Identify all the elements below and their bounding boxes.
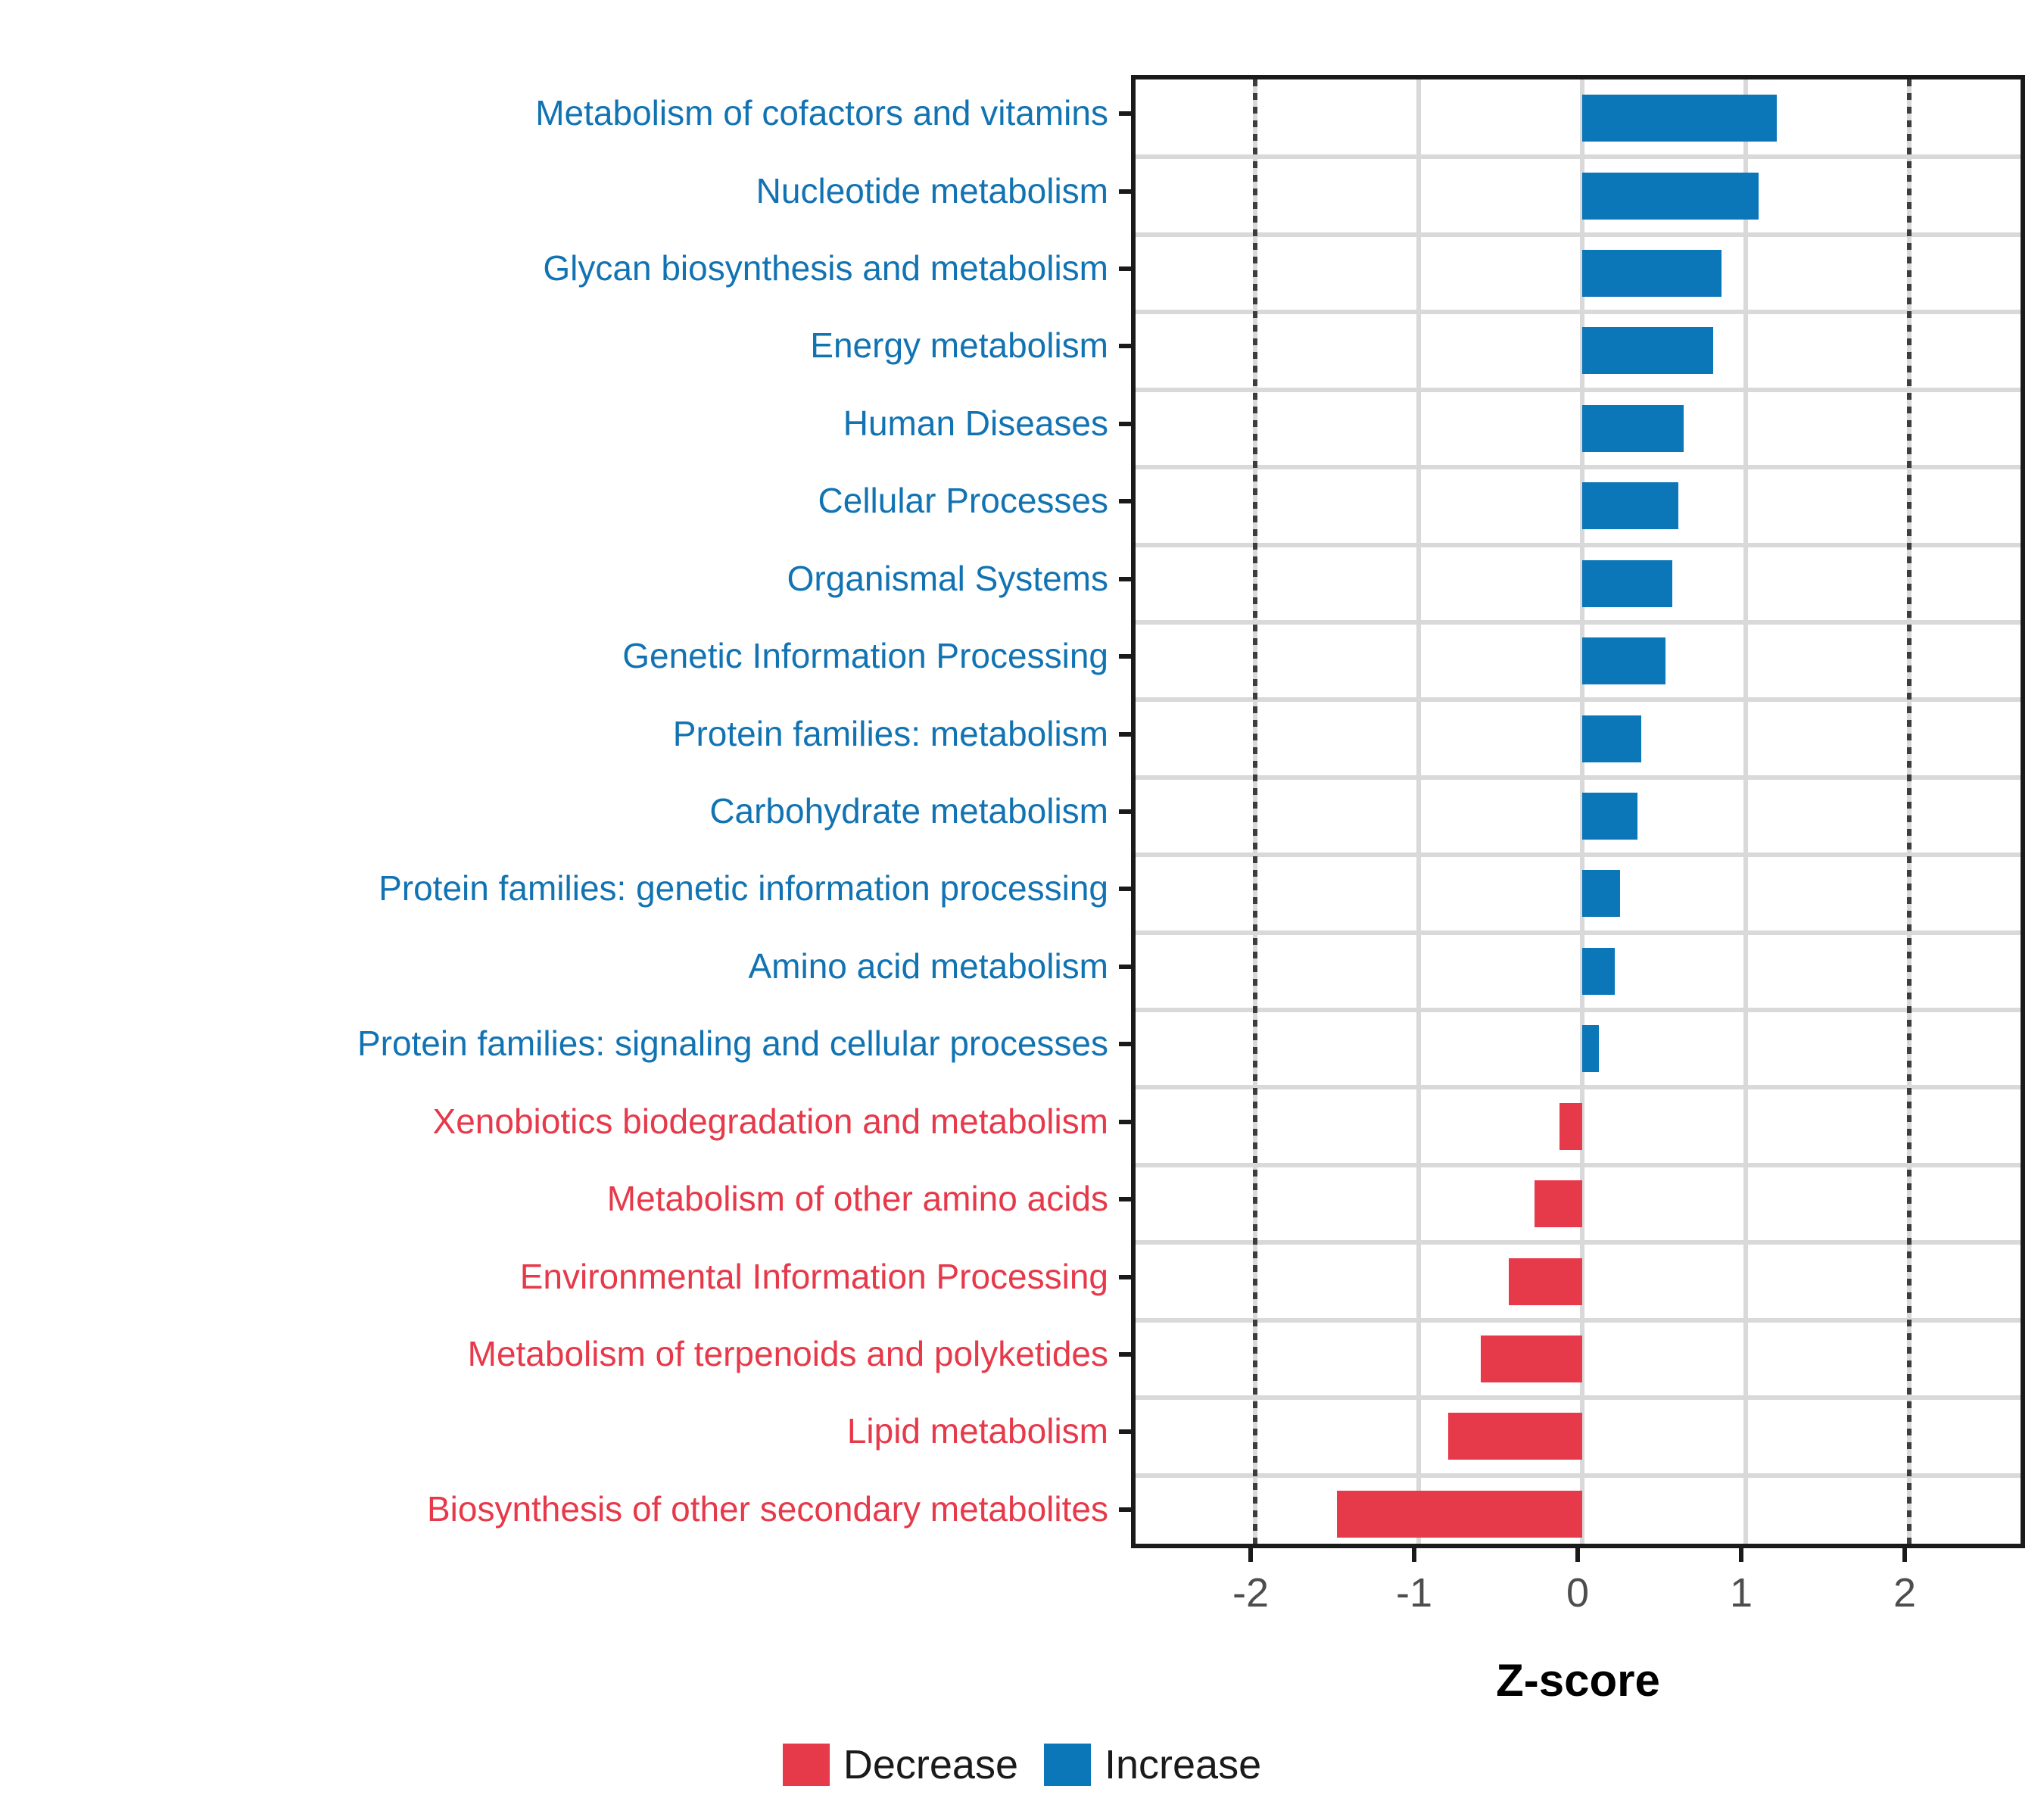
y-axis-category-label: Cellular Processes — [818, 481, 1108, 521]
y-axis-category-label: Environmental Information Processing — [519, 1256, 1108, 1296]
y-axis-tick — [1119, 964, 1131, 969]
y-axis-category-label: Organismal Systems — [787, 558, 1108, 598]
x-axis-tick-label: 1 — [1729, 1570, 1753, 1616]
y-axis-category-label: Protein families: metabolism — [672, 713, 1108, 753]
horizontal-gridline — [1136, 1395, 2021, 1401]
y-axis-category-label: Protein families: genetic information pr… — [379, 868, 1108, 908]
y-axis-tick — [1119, 1042, 1131, 1047]
x-axis-tick — [1248, 1548, 1253, 1562]
horizontal-gridline — [1136, 1085, 2021, 1090]
bar — [1582, 637, 1666, 685]
y-axis-tick — [1119, 1351, 1131, 1357]
horizontal-gridline — [1136, 1473, 2021, 1478]
bar — [1582, 404, 1684, 452]
bar — [1582, 95, 1778, 142]
bar — [1481, 1335, 1582, 1382]
bar — [1582, 793, 1638, 840]
y-axis-category-label: Carbohydrate metabolism — [709, 791, 1108, 831]
bar — [1582, 870, 1620, 918]
y-axis-tick — [1119, 887, 1131, 892]
horizontal-gridline — [1136, 619, 2021, 625]
bar — [1582, 172, 1759, 220]
horizontal-gridline — [1136, 310, 2021, 315]
x-axis-title: Z-score — [1496, 1655, 1660, 1706]
y-axis-category-label: Glycan biosynthesis and metabolism — [543, 248, 1108, 288]
legend-item[interactable]: Decrease — [782, 1741, 1018, 1788]
y-axis-tick — [1119, 266, 1131, 272]
plot-panel — [1131, 75, 2025, 1548]
y-axis-category-label: Human Diseases — [843, 403, 1108, 443]
bar — [1535, 1180, 1582, 1228]
y-axis-tick — [1119, 1274, 1131, 1279]
legend-label: Increase — [1104, 1742, 1262, 1787]
y-axis-tick — [1119, 731, 1131, 737]
bar — [1508, 1258, 1582, 1305]
legend-swatch — [782, 1744, 830, 1786]
bar — [1559, 1102, 1582, 1150]
y-axis-tick — [1119, 809, 1131, 814]
y-axis-category-label: Biosynthesis of other secondary metaboli… — [426, 1488, 1108, 1529]
vertical-gridline — [1416, 79, 1421, 1544]
horizontal-gridline — [1136, 1008, 2021, 1013]
y-axis-tick — [1119, 111, 1131, 117]
bar — [1447, 1413, 1582, 1460]
bar — [1582, 947, 1616, 995]
x-axis-tick — [1902, 1548, 1907, 1562]
x-axis-tick-label: -1 — [1395, 1570, 1433, 1616]
y-axis-category-label: Metabolism of other amino acids — [606, 1179, 1108, 1219]
bar — [1582, 715, 1641, 762]
vertical-gridline — [1743, 79, 1748, 1544]
legend-swatch — [1043, 1744, 1091, 1786]
bar — [1582, 327, 1713, 375]
horizontal-gridline — [1136, 1240, 2021, 1245]
bar — [1337, 1490, 1582, 1538]
y-axis-category-label: Metabolism of terpenoids and polyketides — [467, 1333, 1108, 1373]
bar — [1582, 482, 1679, 530]
horizontal-gridline — [1136, 387, 2021, 392]
legend-label: Decrease — [843, 1742, 1018, 1787]
y-axis-category-label: Genetic Information Processing — [622, 636, 1108, 676]
chart-legend: Decrease Increase — [0, 1741, 2044, 1788]
bar — [1582, 1025, 1599, 1073]
legend-item[interactable]: Increase — [1043, 1741, 1262, 1788]
y-axis-category-label: Nucleotide metabolism — [756, 170, 1108, 210]
y-axis-tick — [1119, 654, 1131, 659]
reference-line — [1907, 79, 1912, 1544]
reference-line — [1253, 79, 1257, 1544]
horizontal-gridline — [1136, 465, 2021, 470]
y-axis-category-label: Protein families: signaling and cellular… — [357, 1024, 1108, 1064]
y-axis-tick — [1119, 421, 1131, 426]
bar — [1582, 250, 1722, 298]
bar — [1582, 559, 1672, 607]
horizontal-gridline — [1136, 697, 2021, 703]
x-axis-tick — [1575, 1548, 1580, 1562]
x-axis-tick-label: 0 — [1566, 1570, 1590, 1616]
y-axis-tick — [1119, 1507, 1131, 1512]
x-axis-tick-label: -2 — [1232, 1570, 1270, 1616]
y-axis-category-label: Metabolism of cofactors and vitamins — [535, 93, 1108, 133]
x-axis-tick — [1412, 1548, 1416, 1562]
horizontal-gridline — [1136, 154, 2021, 160]
y-axis-tick — [1119, 1119, 1131, 1124]
horizontal-gridline — [1136, 930, 2021, 935]
y-axis-category-label: Lipid metabolism — [846, 1411, 1108, 1451]
y-axis-category-label: Xenobiotics biodegradation and metabolis… — [432, 1101, 1108, 1141]
horizontal-gridline — [1136, 774, 2021, 780]
y-axis-tick — [1119, 576, 1131, 581]
horizontal-gridline — [1136, 232, 2021, 237]
x-axis-tick — [1739, 1548, 1743, 1562]
y-axis-tick — [1119, 499, 1131, 504]
horizontal-gridline — [1136, 852, 2021, 858]
horizontal-gridline — [1136, 1162, 2021, 1167]
y-axis-tick — [1119, 189, 1131, 194]
y-axis-tick — [1119, 344, 1131, 349]
y-axis-tick — [1119, 1197, 1131, 1202]
horizontal-gridline — [1136, 1317, 2021, 1323]
y-axis-tick — [1119, 1429, 1131, 1435]
y-axis-category-label: Energy metabolism — [810, 326, 1108, 366]
horizontal-gridline — [1136, 542, 2021, 547]
y-axis-category-label: Amino acid metabolism — [748, 946, 1108, 986]
x-axis-tick-label: 2 — [1893, 1570, 1917, 1616]
